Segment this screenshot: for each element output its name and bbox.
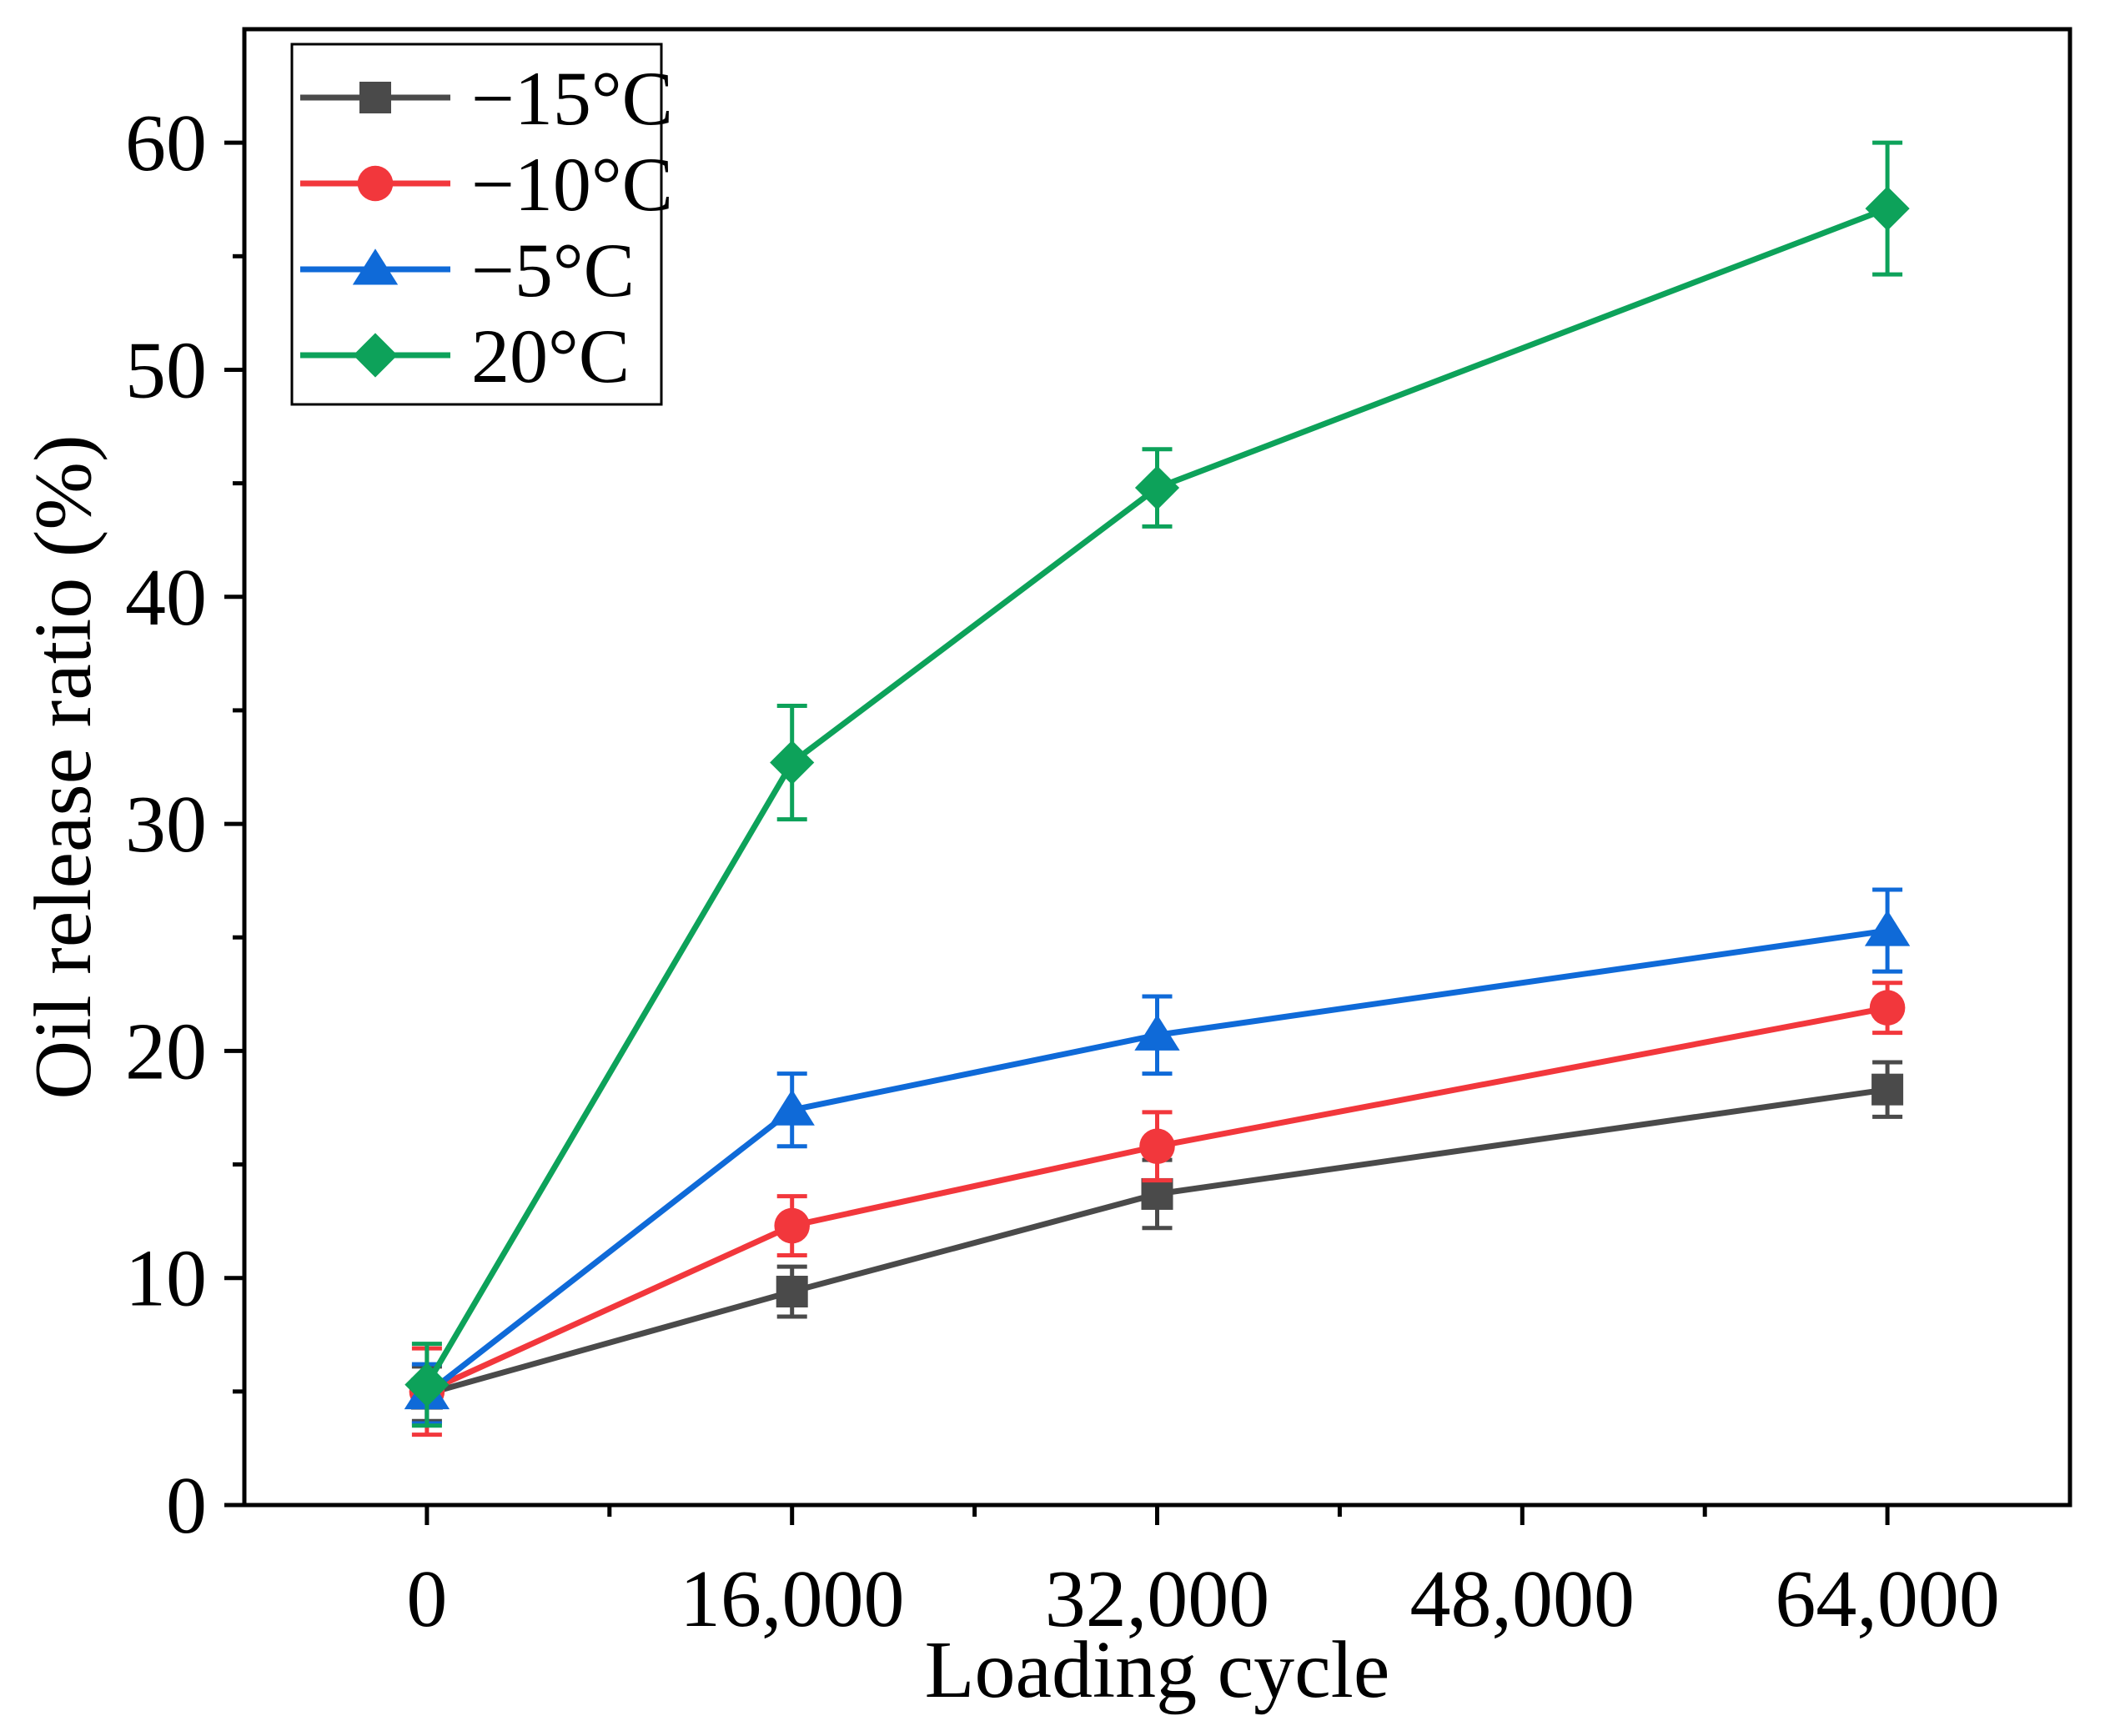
series-3 <box>404 887 1911 1426</box>
legend-item: 20°C <box>300 314 630 399</box>
x-axis-title: Loading cycle <box>925 1625 1390 1715</box>
data-point <box>1141 1177 1173 1210</box>
x-tick-label: 48,000 <box>1410 1554 1635 1644</box>
y-tick-label: 30 <box>125 780 207 870</box>
legend-marker <box>352 248 399 285</box>
x-tick-label: 0 <box>406 1554 447 1644</box>
series-line <box>424 205 1889 1387</box>
series-line <box>425 927 1888 1397</box>
data-point <box>1139 1128 1175 1165</box>
x-tick-label: 64,000 <box>1775 1554 2000 1644</box>
y-tick-label: 40 <box>125 553 207 643</box>
y-tick-label: 20 <box>125 1006 207 1096</box>
data-point <box>1869 990 1906 1026</box>
legend-item: −5°C <box>300 228 635 313</box>
plot-layer <box>404 140 1911 1437</box>
data-point <box>1134 1014 1180 1051</box>
data-point <box>770 740 815 785</box>
data-point <box>1864 910 1911 946</box>
y-tick-label: 50 <box>125 325 207 415</box>
legend-marker <box>359 82 391 113</box>
x-tick-label: 32,000 <box>1045 1554 1270 1644</box>
legend-marker <box>353 333 398 378</box>
legend-marker <box>357 165 394 202</box>
legend-label: −15°C <box>471 56 673 141</box>
data-point <box>404 1362 450 1407</box>
data-point <box>769 1089 815 1126</box>
legend-item: −15°C <box>300 56 673 141</box>
data-point <box>774 1207 810 1244</box>
data-point <box>1871 1073 1904 1106</box>
legend-box <box>290 43 663 406</box>
series-line <box>425 1086 1888 1397</box>
y-axis-title: Oil release ratio (%) <box>18 434 108 1099</box>
x-tick-label: 16,000 <box>680 1554 905 1644</box>
legend-label: −10°C <box>471 142 673 227</box>
legend: −15°C−10°C−5°C20°C <box>290 43 673 406</box>
axes-layer: 0 16,000 32,000 48,000 64,000 0 10 20 30 40 50 60 <box>125 98 2000 1644</box>
y-tick-label: 10 <box>125 1234 207 1324</box>
legend-label: −5°C <box>471 228 635 313</box>
legend-label: 20°C <box>471 314 630 399</box>
y-tick-label: 60 <box>125 98 207 188</box>
data-point <box>1134 465 1180 510</box>
series-4 <box>404 140 1910 1428</box>
series-line <box>425 1005 1888 1395</box>
data-point <box>1865 186 1910 231</box>
data-point <box>776 1276 808 1308</box>
y-tick-label: 0 <box>166 1461 207 1551</box>
legend-item: −10°C <box>300 142 673 227</box>
